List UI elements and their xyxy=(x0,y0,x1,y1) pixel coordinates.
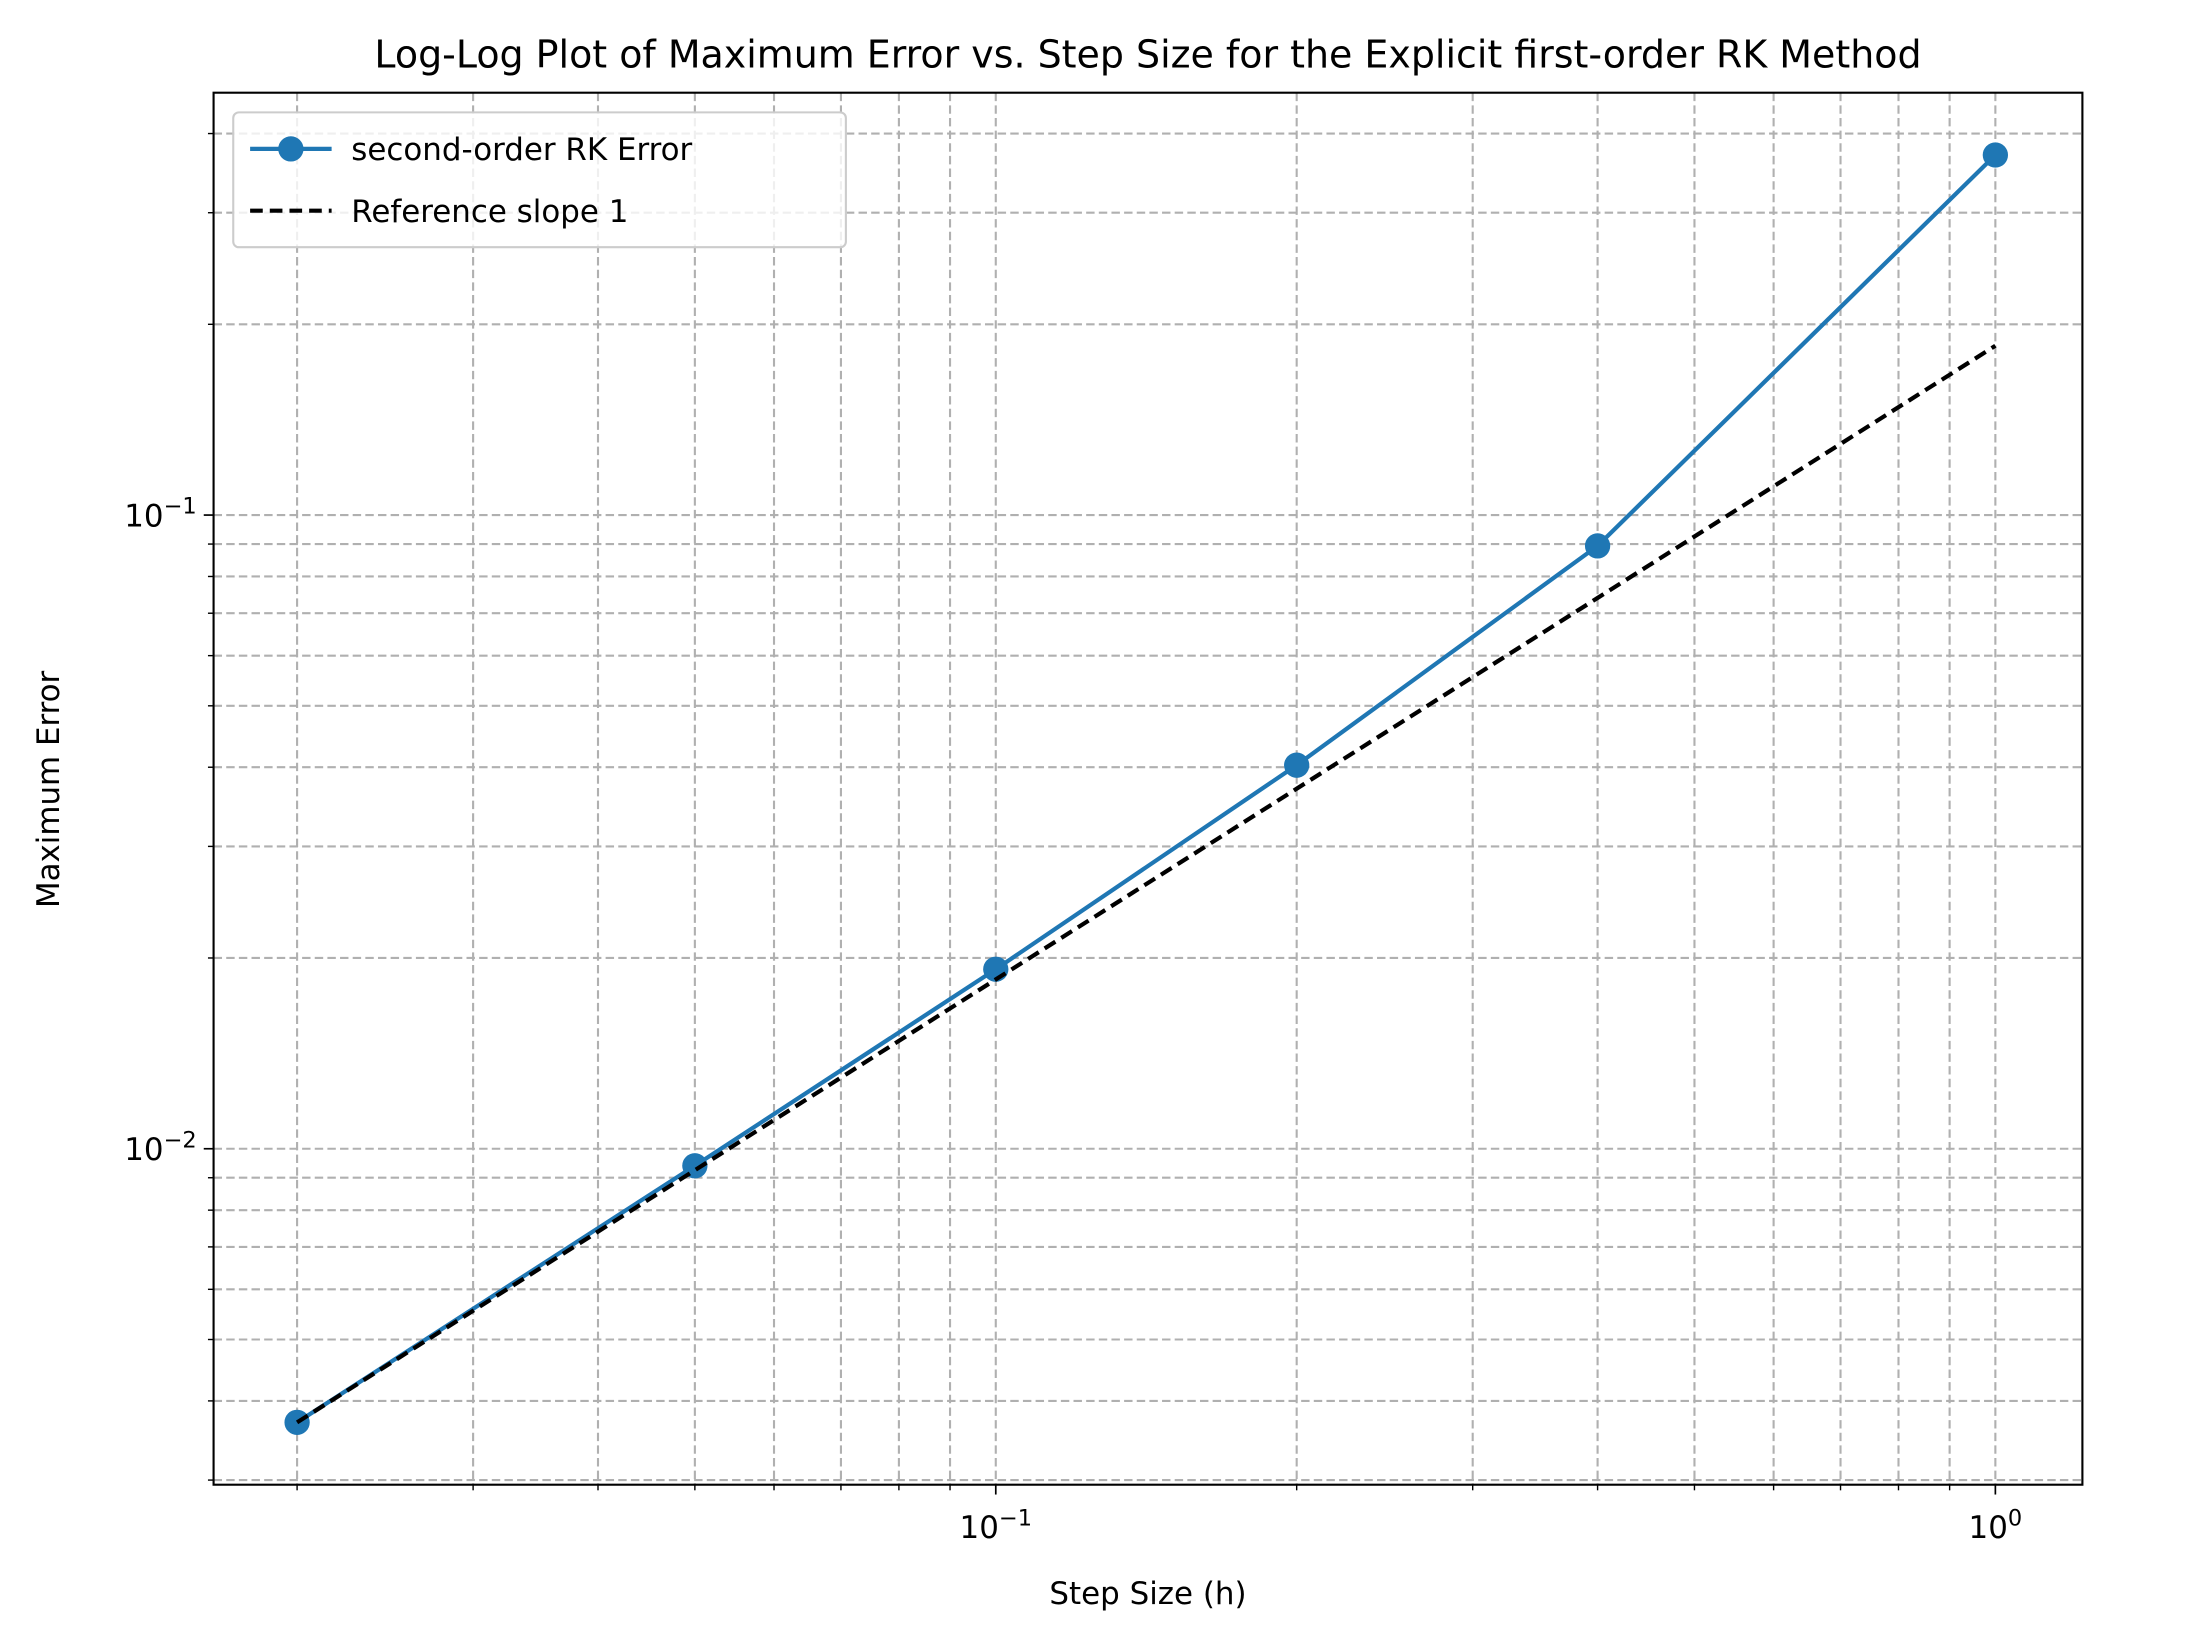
data-point xyxy=(1284,752,1310,778)
legend-label: Reference slope 1 xyxy=(351,194,628,230)
data-point xyxy=(1982,142,2009,168)
legend-box xyxy=(232,111,847,249)
chart-title: Log-Log Plot of Maximum Error vs. Step S… xyxy=(374,32,1921,76)
legend-marker xyxy=(278,136,304,162)
series-line xyxy=(295,153,1997,1425)
y-tick-label: 10−2 xyxy=(124,1127,196,1168)
y-tick-label: 10−1 xyxy=(124,494,196,535)
series-line xyxy=(295,343,1997,1425)
data-point xyxy=(1584,533,1611,559)
legend-label: second-order RK Error xyxy=(351,132,692,168)
x-tick-label: 100 xyxy=(1969,1505,2023,1546)
y-axis-label: Maximum Error xyxy=(31,670,67,908)
x-tick-label: 10−1 xyxy=(960,1505,1032,1546)
x-axis-label: Step Size (h) xyxy=(1049,1576,1246,1612)
axes-frame xyxy=(212,91,2084,1486)
